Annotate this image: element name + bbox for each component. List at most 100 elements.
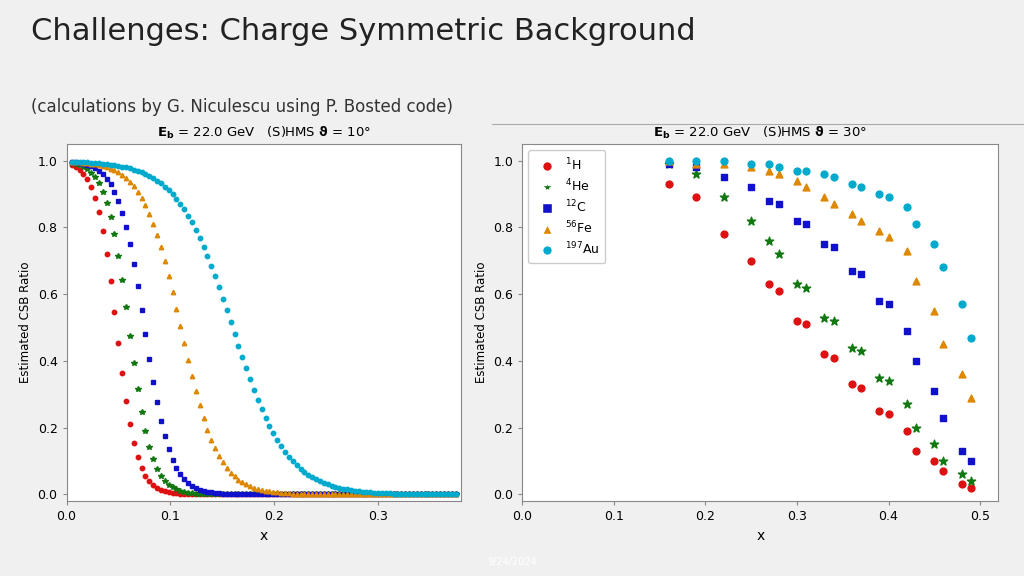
- Y-axis label: Estimated CSB Ratio: Estimated CSB Ratio: [19, 262, 32, 383]
- Point: [716, 229, 732, 238]
- X-axis label: x: x: [756, 529, 765, 543]
- Point: [688, 193, 705, 202]
- Point: [844, 180, 860, 189]
- Point: [798, 219, 814, 229]
- Point: [688, 169, 705, 179]
- Point: [825, 173, 842, 182]
- Point: [816, 313, 833, 322]
- Point: [953, 470, 970, 479]
- Point: [871, 226, 888, 236]
- Point: [935, 413, 951, 422]
- Point: [881, 233, 897, 242]
- Point: [716, 156, 732, 165]
- Point: [908, 423, 925, 433]
- Text: Challenges: Charge Symmetric Background: Challenges: Charge Symmetric Background: [31, 17, 695, 46]
- Point: [761, 196, 777, 206]
- Point: [761, 236, 777, 245]
- Point: [743, 160, 760, 169]
- Point: [716, 160, 732, 169]
- Point: [825, 353, 842, 362]
- Title: $\mathbf{E_b}$ = 22.0 GeV   (S)HMS $\boldsymbol{\vartheta}$ = 10°: $\mathbf{E_b}$ = 22.0 GeV (S)HMS $\bolds…: [157, 125, 371, 141]
- Point: [761, 160, 777, 169]
- Point: [853, 346, 869, 355]
- Point: [743, 163, 760, 172]
- Point: [853, 270, 869, 279]
- Point: [844, 210, 860, 219]
- Point: [770, 163, 786, 172]
- Point: [798, 183, 814, 192]
- Point: [844, 380, 860, 389]
- Point: [881, 300, 897, 309]
- Point: [963, 483, 979, 492]
- Point: [926, 306, 942, 316]
- Point: [908, 276, 925, 286]
- Point: [761, 279, 777, 289]
- Legend: $^{1}$H, $^{4}$He, $^{12}$C, $^{56}$Fe, $^{197}$Au: $^{1}$H, $^{4}$He, $^{12}$C, $^{56}$Fe, …: [528, 150, 605, 263]
- Point: [688, 163, 705, 172]
- Point: [953, 300, 970, 309]
- Point: [844, 343, 860, 352]
- Point: [816, 350, 833, 359]
- Point: [899, 246, 915, 255]
- Point: [798, 320, 814, 329]
- Point: [935, 456, 951, 465]
- Point: [743, 216, 760, 225]
- Point: [899, 203, 915, 212]
- Point: [743, 256, 760, 266]
- Point: [853, 183, 869, 192]
- Point: [770, 249, 786, 259]
- Point: [798, 283, 814, 292]
- Point: [963, 333, 979, 342]
- Point: [926, 439, 942, 449]
- Point: [825, 199, 842, 209]
- Point: [788, 216, 805, 225]
- Point: [935, 263, 951, 272]
- Point: [660, 160, 677, 169]
- Point: [871, 373, 888, 382]
- Point: [963, 393, 979, 402]
- Text: 9/24/2024: 9/24/2024: [487, 557, 537, 567]
- X-axis label: x: x: [259, 529, 268, 543]
- Title: $\mathbf{E_b}$ = 22.0 GeV   (S)HMS $\boldsymbol{\vartheta}$ = 30°: $\mathbf{E_b}$ = 22.0 GeV (S)HMS $\bolds…: [653, 125, 867, 141]
- Point: [908, 219, 925, 229]
- Point: [788, 166, 805, 175]
- Point: [953, 446, 970, 456]
- Point: [926, 456, 942, 465]
- Point: [688, 156, 705, 165]
- Point: [881, 410, 897, 419]
- Point: [788, 279, 805, 289]
- Point: [788, 176, 805, 185]
- Point: [660, 156, 677, 165]
- Text: (calculations by G. Niculescu using P. Bosted code): (calculations by G. Niculescu using P. B…: [31, 98, 453, 116]
- Point: [770, 169, 786, 179]
- Point: [825, 243, 842, 252]
- Point: [908, 357, 925, 366]
- Point: [853, 216, 869, 225]
- Point: [770, 199, 786, 209]
- Point: [881, 193, 897, 202]
- Point: [770, 286, 786, 295]
- Point: [761, 166, 777, 175]
- Point: [798, 166, 814, 175]
- Point: [816, 240, 833, 249]
- Point: [853, 383, 869, 392]
- Point: [816, 169, 833, 179]
- Point: [716, 193, 732, 202]
- Point: [953, 370, 970, 379]
- Point: [963, 476, 979, 486]
- Point: [788, 316, 805, 325]
- Point: [926, 386, 942, 396]
- Point: [844, 266, 860, 275]
- Point: [825, 316, 842, 325]
- Point: [660, 160, 677, 169]
- Point: [871, 407, 888, 416]
- Point: [963, 456, 979, 465]
- Point: [953, 480, 970, 489]
- Point: [935, 340, 951, 349]
- Point: [871, 190, 888, 199]
- Point: [660, 156, 677, 165]
- Point: [899, 326, 915, 335]
- Point: [688, 160, 705, 169]
- Point: [716, 173, 732, 182]
- Point: [660, 180, 677, 189]
